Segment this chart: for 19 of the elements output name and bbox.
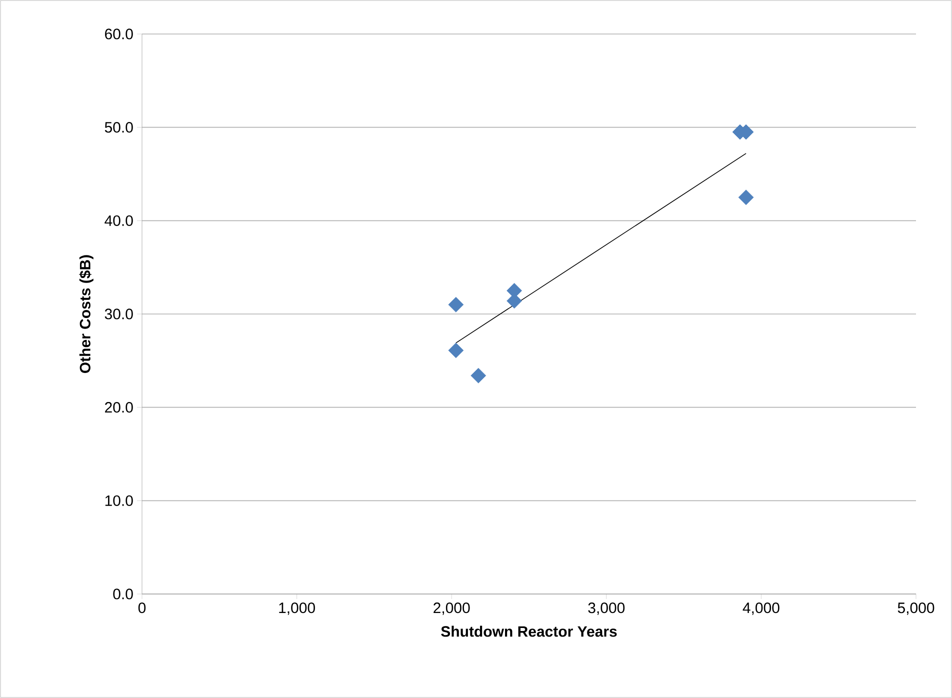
y-tick-label: 60.0 bbox=[105, 28, 133, 40]
y-axis-title: Other Costs ($B) bbox=[79, 255, 94, 373]
y-tick-label: 0.0 bbox=[113, 588, 133, 600]
point bbox=[470, 368, 486, 384]
x-tick-label: 1,000 bbox=[279, 602, 315, 615]
x-axis-title: Shutdown Reactor Years bbox=[441, 626, 617, 637]
y-tick-label: 30.0 bbox=[104, 308, 133, 320]
x-tick-label: 4,000 bbox=[742, 602, 780, 615]
x-tick-label: 5,000 bbox=[898, 602, 934, 615]
point bbox=[448, 342, 464, 358]
point bbox=[448, 296, 464, 312]
point bbox=[738, 190, 754, 206]
x-tick-label: 3,000 bbox=[588, 602, 625, 615]
y-tick-label: 50.0 bbox=[104, 122, 133, 133]
y-tick-label: 10.0 bbox=[105, 495, 133, 506]
y-tick-label: 20.0 bbox=[105, 402, 133, 413]
y-tick-label: 40.0 bbox=[104, 215, 133, 226]
x-tick-label: 2,000 bbox=[434, 602, 470, 615]
x-tick-label: 0 bbox=[138, 602, 146, 614]
